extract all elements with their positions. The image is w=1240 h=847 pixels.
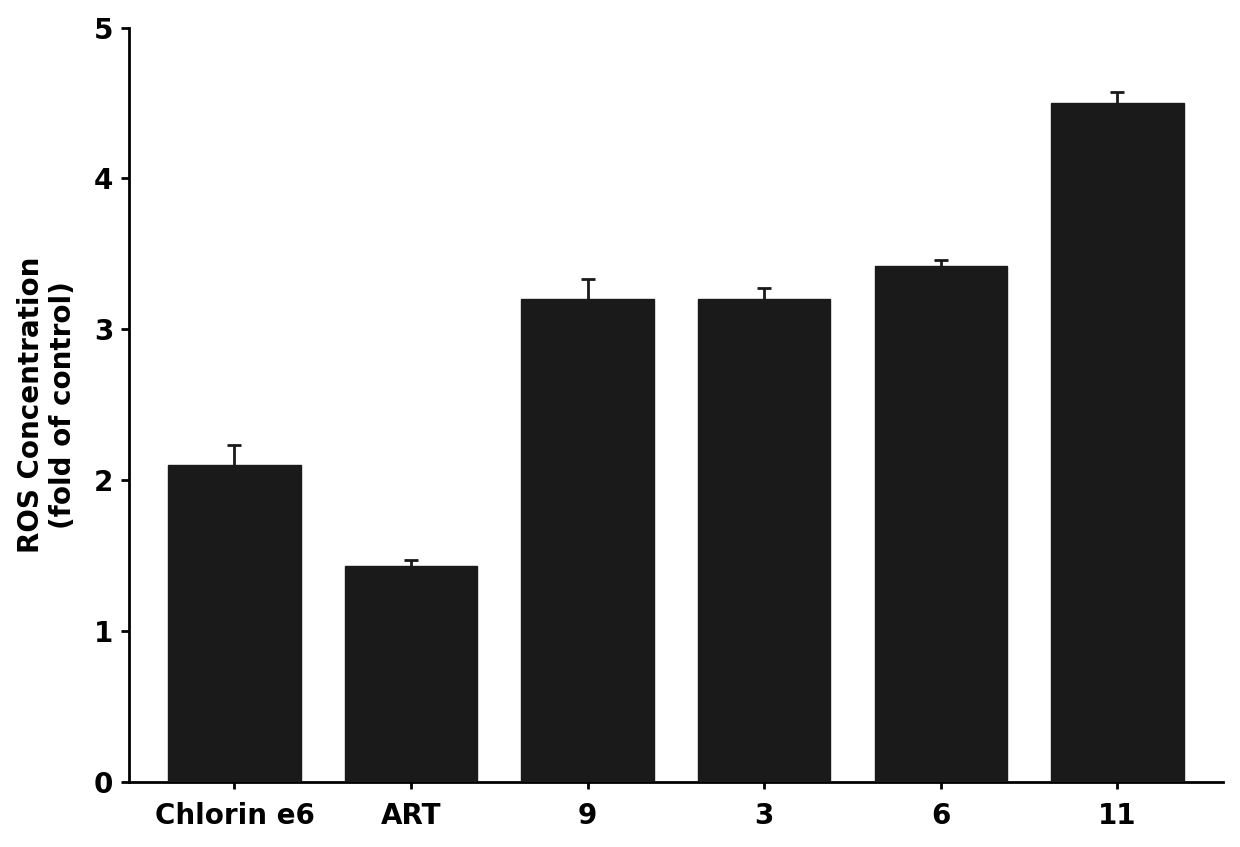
Bar (698, 299, 831, 782)
Bar (874, 266, 1007, 782)
Y-axis label: ROS Concentration
(fold of control): ROS Concentration (fold of control) (16, 257, 77, 553)
Bar (1052, 103, 1184, 782)
Bar (169, 465, 300, 782)
Bar (345, 566, 477, 782)
Bar (521, 299, 653, 782)
